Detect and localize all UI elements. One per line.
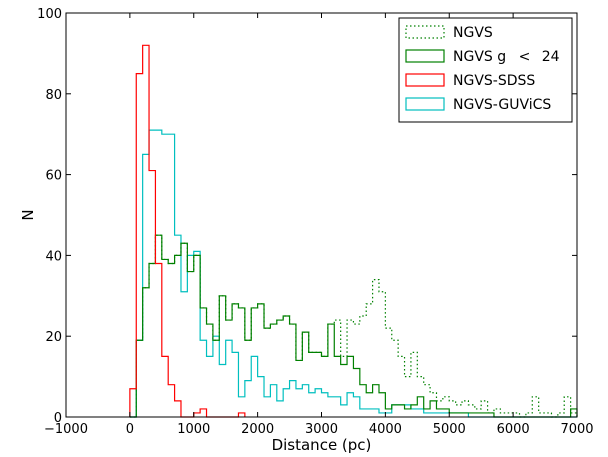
y-tick-label: 20 bbox=[45, 330, 62, 345]
legend-label-ngvs-guvics: NGVS-GUViCS bbox=[453, 97, 551, 113]
legend-label-ngvs: NGVS bbox=[453, 25, 493, 41]
legend-label-ngvs-g24: NGVS g < 24 bbox=[453, 49, 560, 65]
x-tick-label: 7000 bbox=[560, 422, 593, 437]
series-line-ngvs-guvics bbox=[129, 129, 577, 418]
legend-swatch-ngvs-guvics bbox=[405, 97, 445, 111]
legend-swatch-ngvs-sdss bbox=[405, 73, 445, 87]
x-tick-label: 0 bbox=[126, 422, 134, 437]
series-line-ngvs-g-24 bbox=[129, 234, 578, 418]
legend-label-ngvs-g24-num: 24 bbox=[542, 49, 560, 65]
legend: NGVS NGVS g < 24 NGVS-SDSS NGVS-GUViCS bbox=[398, 17, 573, 123]
x-tick-label: 3000 bbox=[305, 422, 338, 437]
ticks-layer bbox=[65, 12, 578, 418]
y-tick-label: 40 bbox=[45, 249, 62, 264]
legend-label-ngvs-g24-main: NGVS g bbox=[453, 49, 506, 65]
x-tick-label: 2000 bbox=[241, 422, 274, 437]
y-tick-label: 100 bbox=[37, 7, 62, 22]
y-tick-label: 80 bbox=[45, 88, 62, 103]
x-tick-label: 5000 bbox=[433, 422, 466, 437]
legend-box bbox=[398, 17, 573, 123]
series-line-ngvs-sdss bbox=[129, 44, 246, 418]
x-axis-label: Distance (pc) bbox=[272, 436, 372, 454]
y-tick-label: 0 bbox=[54, 411, 62, 426]
x-tick-label: −1000 bbox=[44, 422, 88, 437]
y-axis-label: N bbox=[19, 209, 37, 220]
legend-swatch-ngvs bbox=[405, 25, 445, 39]
legend-swatch-ngvs-g24 bbox=[405, 49, 445, 63]
series-line-ngvs bbox=[129, 234, 578, 418]
tick-labels-layer: −1000 0 1000 2000 3000 4000 5000 6000 7000020406… bbox=[37, 7, 593, 437]
x-tick-label: 1000 bbox=[177, 422, 210, 437]
x-tick-label: 4000 bbox=[369, 422, 402, 437]
y-tick-label: 60 bbox=[45, 169, 62, 184]
legend-label-ngvs-sdss: NGVS-SDSS bbox=[453, 73, 535, 89]
legend-label-ngvs-g24-op: < bbox=[519, 49, 531, 65]
x-tick-label: 6000 bbox=[497, 422, 530, 437]
